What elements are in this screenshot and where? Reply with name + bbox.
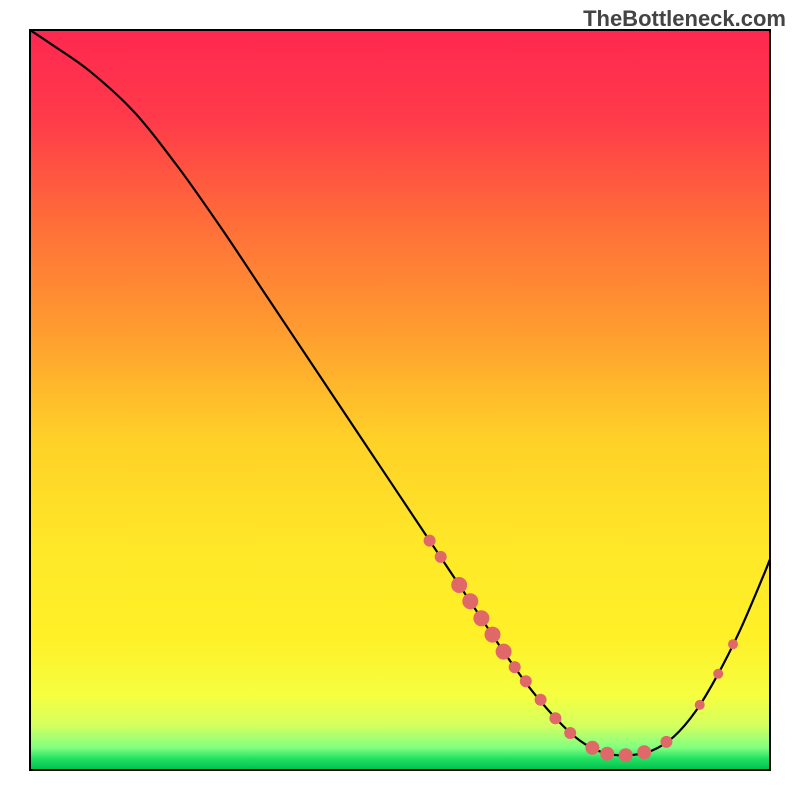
data-marker [496, 644, 512, 660]
data-marker [660, 736, 672, 748]
data-marker [473, 610, 489, 626]
data-marker [485, 627, 501, 643]
data-marker [549, 712, 561, 724]
data-marker [619, 748, 633, 762]
data-marker [509, 661, 521, 673]
data-marker [435, 551, 447, 563]
data-marker [564, 727, 576, 739]
data-marker [520, 675, 532, 687]
data-marker [424, 535, 436, 547]
data-marker [695, 700, 705, 710]
data-marker [713, 669, 723, 679]
chart-container: TheBottleneck.com [0, 0, 800, 800]
data-marker [451, 577, 467, 593]
data-marker [585, 741, 599, 755]
bottleneck-curve-chart [0, 0, 800, 800]
data-marker [728, 639, 738, 649]
data-marker [637, 745, 651, 759]
data-marker [535, 694, 547, 706]
watermark-text: TheBottleneck.com [583, 6, 786, 32]
data-marker [462, 593, 478, 609]
data-marker [600, 747, 614, 761]
plot-background [30, 30, 770, 770]
